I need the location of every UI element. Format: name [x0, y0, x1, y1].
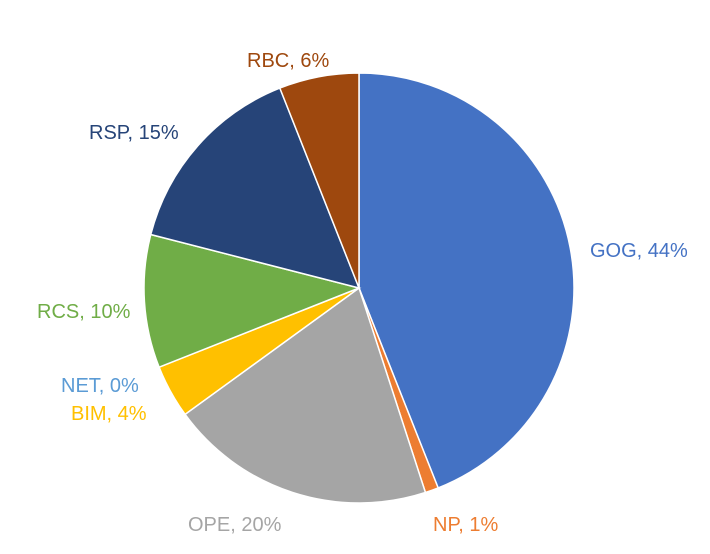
slice-label-rcs: RCS, 10% — [37, 301, 131, 323]
pie-labels: GOG, 44% NP, 1% OPE, 20% BIM, 4% NET, 0% RCS,… — [37, 50, 688, 536]
pie-slice-gog — [358, 72, 575, 489]
slice-label-ope: OPE, 20% — [188, 514, 282, 536]
slice-label-np: NP, 1% — [433, 514, 498, 536]
slice-label-rbc: RBC, 6% — [247, 50, 329, 72]
pie-slice-rsp — [149, 87, 361, 290]
slice-label-rsp: RSP, 15% — [89, 122, 179, 144]
pie-slices — [143, 72, 575, 504]
pie-slice-ope — [184, 286, 427, 504]
slice-label-bim: BIM, 4% — [71, 403, 147, 425]
slice-label-net: NET, 0% — [61, 375, 139, 397]
slice-label-gog: GOG, 44% — [590, 240, 688, 262]
pie-slice-rbc — [278, 72, 360, 289]
pie-slice-rcs — [143, 233, 362, 369]
